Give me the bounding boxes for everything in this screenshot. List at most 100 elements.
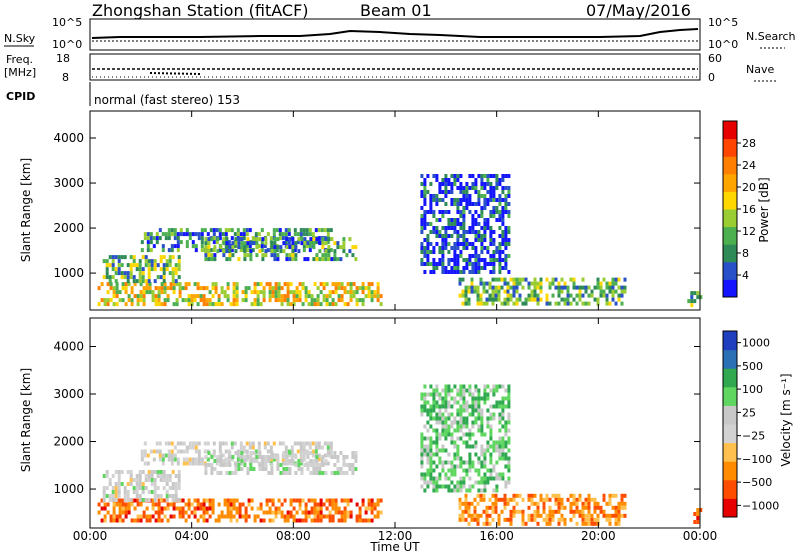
power-cell — [253, 302, 257, 307]
velocity-cell — [103, 518, 107, 523]
power-cell — [212, 248, 216, 253]
velocity-cell — [545, 513, 549, 518]
velocity-cell — [441, 416, 445, 421]
velocity-cell — [614, 513, 618, 518]
velocity-cell — [459, 424, 463, 429]
velocity-cell — [492, 440, 496, 445]
velocity-cell — [379, 498, 383, 503]
velocity-cell — [456, 408, 460, 413]
velocity-cell — [480, 476, 484, 481]
velocity-cell — [447, 404, 451, 409]
power-cell — [270, 241, 274, 246]
velocity-cell — [459, 488, 463, 493]
power-cell — [605, 293, 609, 298]
velocity-cell — [489, 444, 493, 449]
power-cell — [327, 253, 331, 258]
velocity-cell — [158, 457, 162, 462]
power-cell — [188, 232, 192, 237]
power-cell — [495, 246, 499, 250]
velocity-cell — [483, 456, 487, 461]
power-cell — [166, 294, 170, 299]
velocity-cell — [441, 448, 445, 453]
velocity-colorbar-tick-label: −1000 — [742, 499, 779, 512]
power-cell — [530, 297, 534, 302]
velocity-cell — [471, 432, 475, 437]
power-cell — [482, 301, 486, 306]
velocity-cell — [132, 486, 136, 490]
velocity-cell — [367, 506, 371, 511]
velocity-cell — [296, 441, 300, 446]
velocity-cell — [112, 506, 116, 511]
velocity-cell — [280, 502, 284, 507]
velocity-cell — [483, 452, 487, 457]
velocity-cell — [486, 408, 490, 413]
power-cell — [211, 286, 215, 291]
velocity-cell — [364, 510, 368, 515]
power-cell — [489, 182, 493, 186]
power-cell — [228, 249, 232, 254]
power-cell — [212, 240, 216, 245]
power-cell — [450, 222, 454, 226]
velocity-cell — [495, 388, 499, 393]
velocity-cell — [257, 445, 261, 450]
power-cell — [289, 302, 293, 307]
cpid-label: CPID — [6, 90, 35, 103]
power-cell — [177, 275, 181, 280]
velocity-cell — [304, 514, 308, 519]
power-cell — [370, 282, 374, 287]
velocity-cell — [459, 428, 463, 433]
power-cell — [602, 277, 606, 282]
power-cell — [551, 281, 555, 286]
velocity-cell — [539, 493, 543, 498]
velocity-cell — [376, 498, 380, 503]
power-cell — [227, 240, 231, 245]
velocity-cell — [302, 457, 306, 462]
velocity-cell — [447, 392, 451, 397]
power-cell — [321, 253, 325, 258]
velocity-cell — [473, 509, 477, 514]
power-cell — [611, 277, 615, 282]
power-cell — [420, 250, 424, 254]
power-cell — [464, 293, 468, 298]
velocity-cell — [429, 460, 433, 465]
power-cell — [164, 232, 168, 237]
power-cell — [444, 178, 448, 182]
power-cell — [456, 178, 460, 182]
power-cell — [435, 262, 439, 266]
power-cell — [492, 230, 496, 234]
velocity-cell — [423, 400, 427, 405]
velocity-cell — [489, 456, 493, 461]
velocity-cell — [149, 449, 153, 454]
power-cell — [504, 242, 508, 246]
power-cell — [218, 228, 222, 233]
velocity-cell — [108, 482, 112, 486]
power-cell — [690, 291, 694, 296]
power-cell — [148, 286, 152, 291]
velocity-cell — [450, 424, 454, 429]
velocity-cell — [432, 452, 436, 457]
power-cell — [185, 240, 189, 245]
power-cell — [611, 281, 615, 286]
power-cell — [471, 226, 475, 230]
power-cell — [477, 222, 481, 226]
velocity-colorbar-segment — [723, 442, 737, 462]
velocity-cell — [211, 498, 215, 503]
velocity-cell — [117, 486, 121, 490]
power-cell — [191, 240, 195, 245]
sky-right-label: N.Search — [746, 30, 796, 43]
power-cell — [429, 182, 433, 186]
power-cell — [175, 282, 179, 287]
velocity-cell — [504, 420, 508, 425]
velocity-cell — [608, 493, 612, 498]
velocity-cell — [187, 502, 191, 507]
power-cell — [462, 238, 466, 242]
velocity-colorbar-tick-label: 100 — [742, 383, 763, 396]
velocity-cell — [462, 408, 466, 413]
power-cell — [257, 244, 261, 249]
velocity-cell — [156, 486, 160, 490]
power-cell — [181, 298, 185, 303]
power-cell — [462, 214, 466, 218]
velocity-cell — [255, 459, 259, 463]
power-cell — [456, 254, 460, 258]
velocity-cell — [426, 448, 430, 453]
